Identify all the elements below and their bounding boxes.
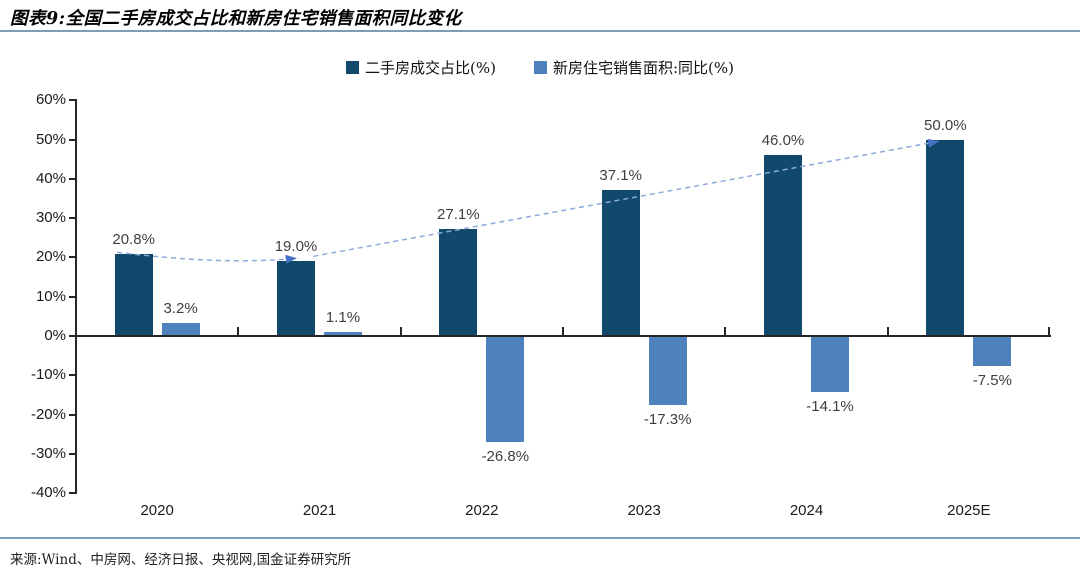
source-divider (0, 537, 1080, 539)
y-tick-label: 40% (35, 169, 66, 187)
bar-value-label: 20.8% (112, 231, 155, 249)
bar-value-label: 27.1% (437, 206, 480, 224)
y-tick (69, 99, 76, 102)
bar-value-label: -14.1% (806, 398, 854, 416)
bar-value-label: -26.8% (481, 448, 530, 466)
newhome-yoy-bar (324, 331, 362, 336)
y-tick-label: 10% (35, 287, 66, 305)
bar-value-label: 19.0% (274, 238, 318, 256)
newhome-yoy-bar (648, 337, 687, 405)
y-tick (69, 374, 76, 377)
bar-value-label: -7.5% (972, 372, 1012, 390)
x-boundary-tick (399, 327, 402, 336)
source-note: 来源:Wind、中房网、经济日报、央视网,国金证券研究所 (10, 552, 352, 568)
x-tick-label: 2024 (789, 502, 824, 519)
x-tick-label: 2020 (140, 502, 174, 519)
secondhand-share-bar (601, 190, 640, 336)
legend-item-secondhand-share: 二手房成交占比(%) (346, 57, 496, 78)
secondhand-share-bar (114, 254, 153, 336)
legend-swatch-light-icon (533, 61, 547, 74)
y-tick-label: 20% (35, 248, 66, 266)
figure-title: 图表9:全国二手房成交占比和新房住宅销售面积同比变化 (10, 9, 462, 29)
newhome-yoy-bar (973, 337, 1012, 367)
x-boundary-tick (886, 327, 889, 336)
newhome-yoy-bar (811, 337, 849, 393)
x-tick-label: 2025E (947, 502, 991, 519)
x-boundary-tick (237, 327, 240, 336)
secondhand-share-bar (439, 229, 478, 336)
y-tick-label: 50% (35, 130, 66, 148)
legend-label-secondhand-share: 二手房成交占比(%) (365, 59, 496, 77)
bar-value-label: -17.3% (643, 410, 692, 428)
y-tick-label: 0% (44, 327, 66, 344)
y-tick (69, 177, 76, 180)
y-tick-label: 60% (35, 91, 66, 109)
y-axis (75, 99, 77, 494)
y-tick (69, 413, 76, 416)
x-axis (75, 335, 1051, 337)
y-tick (69, 335, 76, 337)
x-tick-label: 2021 (302, 502, 337, 519)
y-tick (69, 256, 76, 259)
chart-legend: 二手房成交占比(%) 新房住宅销售面积:同比(%) (0, 57, 1080, 78)
x-boundary-tick (724, 327, 727, 336)
bar-value-label: 37.1% (599, 167, 642, 185)
y-tick-label: -30% (30, 444, 66, 462)
y-tick (69, 217, 76, 220)
bar-value-label: 50.0% (924, 116, 967, 134)
y-tick (69, 452, 76, 455)
legend-swatch-dark-icon (346, 61, 359, 74)
secondhand-share-bar (764, 155, 802, 336)
title-divider (0, 30, 1080, 32)
y-tick-label: -40% (30, 484, 66, 502)
y-tick-label: -20% (30, 405, 66, 423)
secondhand-share-bar (926, 139, 965, 336)
y-tick (69, 492, 76, 495)
newhome-yoy-bar (486, 337, 525, 443)
x-tick-label: 2023 (627, 502, 661, 519)
bar-value-label: 3.2% (163, 300, 198, 318)
secondhand-share-bar (277, 261, 315, 336)
legend-item-newhome-yoy: 新房住宅销售面积:同比(%) (533, 57, 734, 78)
y-tick (69, 138, 76, 141)
bar-value-label: 1.1% (325, 308, 361, 326)
x-tick-label: 2022 (465, 502, 499, 519)
y-tick (69, 295, 76, 298)
bar-value-label: 46.0% (761, 132, 805, 150)
newhome-yoy-bar (161, 323, 200, 336)
y-tick-label: -10% (30, 366, 66, 384)
y-tick-label: 30% (35, 209, 66, 227)
x-boundary-tick (562, 327, 564, 336)
legend-label-newhome-yoy: 新房住宅销售面积:同比(%) (552, 59, 734, 77)
x-axis-end-tick (1048, 327, 1050, 336)
